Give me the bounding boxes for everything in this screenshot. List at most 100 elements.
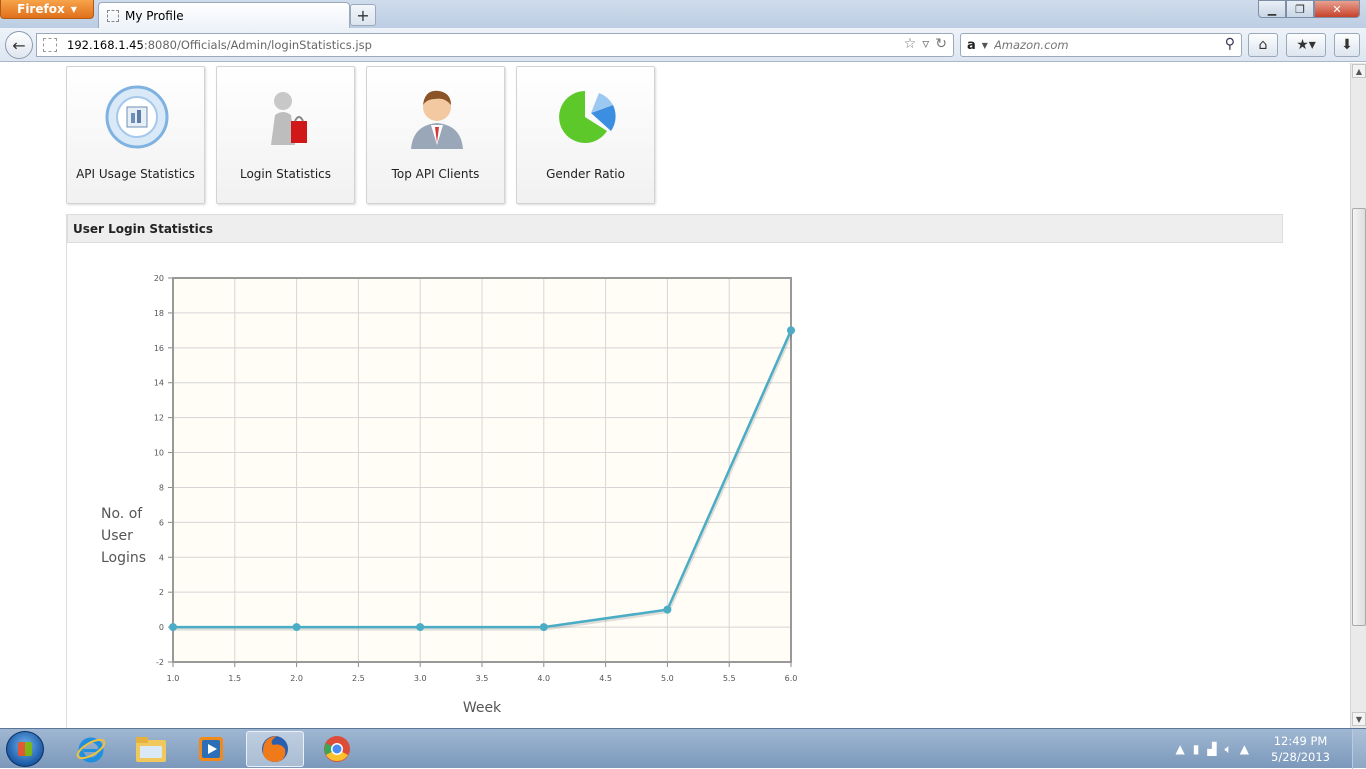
y-tick-label: 2 [159,588,164,597]
navigation-toolbar: ← 192.168.1.45 :8080/Officials/Admin/log… [0,28,1366,62]
vertical-scrollbar[interactable]: ▲ ▼ [1350,63,1366,728]
close-window-button[interactable]: ✕ [1314,0,1360,18]
x-tick-label: 5.5 [723,674,736,683]
taskbar-clock[interactable]: 12:49 PM 5/28/2013 [1271,733,1330,765]
firefox-icon [262,736,288,762]
engine-dropdown-icon[interactable]: ▼ [981,40,988,50]
y-tick-label: 0 [159,623,164,632]
firefox-menu-button[interactable]: Firefox ▼ [0,0,94,19]
data-point [539,623,548,632]
taskbar-file-explorer[interactable] [122,731,180,767]
tile-label: API Usage Statistics [76,167,195,181]
clock-time: 12:49 PM [1273,734,1328,748]
taskbar-media-player[interactable] [182,731,240,767]
media-player-icon [199,737,223,761]
x-tick-label: 6.0 [785,674,798,683]
top-api-clients-icon [411,90,463,149]
api-usage-icon [105,85,169,149]
downloads-button[interactable]: ⬇ [1334,33,1360,57]
search-icon[interactable]: ⚲ [1224,36,1235,52]
volume-icon[interactable]: 🔈︎ [1224,741,1232,756]
taskbar-internet-explorer[interactable] [62,731,120,767]
tile-label: Top API Clients [391,167,480,181]
firefox-menu-label: Firefox [17,2,65,16]
bookmarks-button[interactable]: ★▾ [1286,33,1326,57]
y-tick-label: 12 [154,414,164,423]
chevron-down-icon: ▼ [70,4,77,14]
y-axis-label: No. of [101,506,143,522]
x-tick-label: 3.5 [476,674,489,683]
home-icon: ⌂ [1258,37,1268,53]
x-tick-label: 5.0 [661,674,674,683]
show-hidden-icons[interactable]: ▲ [1175,741,1185,756]
search-input[interactable] [993,38,1214,52]
taskbar-chrome[interactable] [308,731,366,767]
battery-icon[interactable]: ▮ [1192,741,1200,756]
data-point [169,623,177,632]
tab-my-profile[interactable]: My Profile [98,2,350,28]
tile-login-statistics[interactable]: Login Statistics [216,66,355,204]
drive-sync-icon[interactable]: ▲ [1239,741,1250,756]
window-controls: ▁ ❐ ✕ [1258,0,1360,18]
download-icon: ⬇ [1341,37,1353,53]
gender-ratio-icon [559,91,616,143]
x-axis-label: Week [463,700,502,716]
address-bar[interactable]: 192.168.1.45 :8080/Officials/Admin/login… [36,33,954,57]
title-bar: Firefox ▼ My Profile + ▁ ❐ ✕ [0,0,1366,28]
panel-title: User Login Statistics [67,214,1283,243]
home-button[interactable]: ⌂ [1248,33,1278,57]
series-line-shadow [174,331,794,631]
bookmarks-icon: ★▾ [1296,37,1316,53]
tile-top-api-clients[interactable]: Top API Clients [366,66,505,204]
scroll-thumb[interactable] [1352,208,1366,626]
statistics-tiles: API Usage Statistics Login Statistics To… [66,66,655,204]
x-tick-label: 2.5 [352,674,365,683]
site-identity-icon[interactable] [43,38,57,52]
minimize-button[interactable]: ▁ [1258,0,1286,18]
y-axis-label: User [101,528,133,544]
x-tick-label: 4.5 [599,674,612,683]
tab-title: My Profile [125,8,184,23]
file-explorer-icon [136,737,166,762]
y-tick-label: 4 [159,553,164,562]
amazon-engine-icon[interactable]: a [967,37,976,53]
bookmark-star-icon[interactable]: ☆ [903,36,917,52]
login-statistics-panel: User Login Statistics [66,214,1283,728]
data-point [416,623,425,632]
internet-explorer-icon [76,737,106,763]
y-tick-label: 10 [154,449,164,458]
tile-api-usage-statistics[interactable]: API Usage Statistics [66,66,205,204]
tile-gender-ratio[interactable]: Gender Ratio [516,66,655,204]
y-axis-label: Logins [101,550,146,566]
x-tick-label: 1.0 [167,674,180,683]
scroll-up-button[interactable]: ▲ [1352,64,1366,78]
restore-button[interactable]: ❐ [1286,0,1314,18]
chrome-icon [324,736,350,762]
y-tick-label: 18 [154,309,164,318]
y-tick-label: -2 [156,658,164,667]
y-tick-label: 8 [159,483,164,492]
history-dropdown-icon[interactable]: ▿ [922,36,930,52]
taskbar-firefox[interactable] [246,731,304,767]
tile-label: Gender Ratio [546,167,625,181]
scroll-down-button[interactable]: ▼ [1352,712,1366,726]
clock-date: 5/28/2013 [1271,750,1330,764]
back-button[interactable]: ← [5,31,33,59]
search-bar[interactable]: a ▼ ⚲ [960,33,1242,57]
start-button[interactable] [6,731,44,767]
back-arrow-icon: ← [12,35,26,55]
reload-icon[interactable]: ↻ [935,36,947,52]
login-chart-svg: -2 0 2 4 6 8 10 12 14 16 18 20 1.0 1.5 2.0 2.5 3.0 3.5 4.0… [101,274,798,716]
page-viewport: API Usage Statistics Login Statistics To… [0,63,1350,728]
login-chart: -2 0 2 4 6 8 10 12 14 16 18 20 1.0 1.5 2.0 2.5 3.0 3.5 4.0… [90,263,850,728]
series-line [173,329,793,629]
plot-border [172,277,792,663]
new-tab-button[interactable]: + [350,4,376,26]
system-tray: ▲ ▮ ▟ 🔈︎ ▲ 12:49 PM 5/28/2013 [1176,729,1366,769]
tile-label: Login Statistics [239,167,332,181]
network-signal-icon[interactable]: ▟ [1207,741,1217,756]
x-tick-label: 2.0 [290,674,303,683]
show-desktop-button[interactable] [1352,729,1366,769]
login-statistics-icon [271,92,307,145]
x-tick-label: 1.5 [228,674,241,683]
